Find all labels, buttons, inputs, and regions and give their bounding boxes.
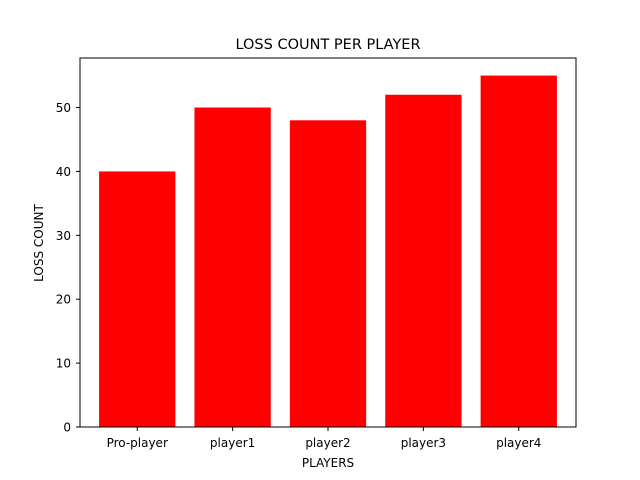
bar-player3	[385, 94, 462, 427]
y-tick-label: 20	[56, 293, 71, 307]
x-tick-label: player2	[305, 436, 350, 450]
x-axis: Pro-player player1 player2 player3 player4	[107, 427, 541, 450]
y-tick-label: 40	[56, 165, 71, 179]
y-tick-label: 50	[56, 101, 71, 115]
bar-player2	[289, 120, 367, 427]
bar-player1	[194, 107, 271, 428]
chart-title: LOSS COUNT PER PLAYER	[235, 37, 420, 53]
y-axis: 0 10 20 30 40 50	[56, 101, 80, 435]
y-tick-label: 0	[63, 421, 71, 435]
x-tick-label: player3	[401, 436, 446, 450]
x-tick-label: player1	[210, 436, 255, 450]
y-tick-label: 30	[56, 229, 71, 243]
x-axis-label: PLAYERS	[302, 456, 354, 470]
y-axis-label: LOSS COUNT	[32, 204, 46, 282]
x-tick-label: player4	[496, 436, 541, 450]
bar-player4	[480, 75, 557, 428]
bars-layer	[99, 75, 557, 428]
x-tick-label: Pro-player	[107, 436, 168, 450]
bar-pro-player	[99, 171, 176, 427]
y-tick-label: 10	[56, 357, 71, 371]
